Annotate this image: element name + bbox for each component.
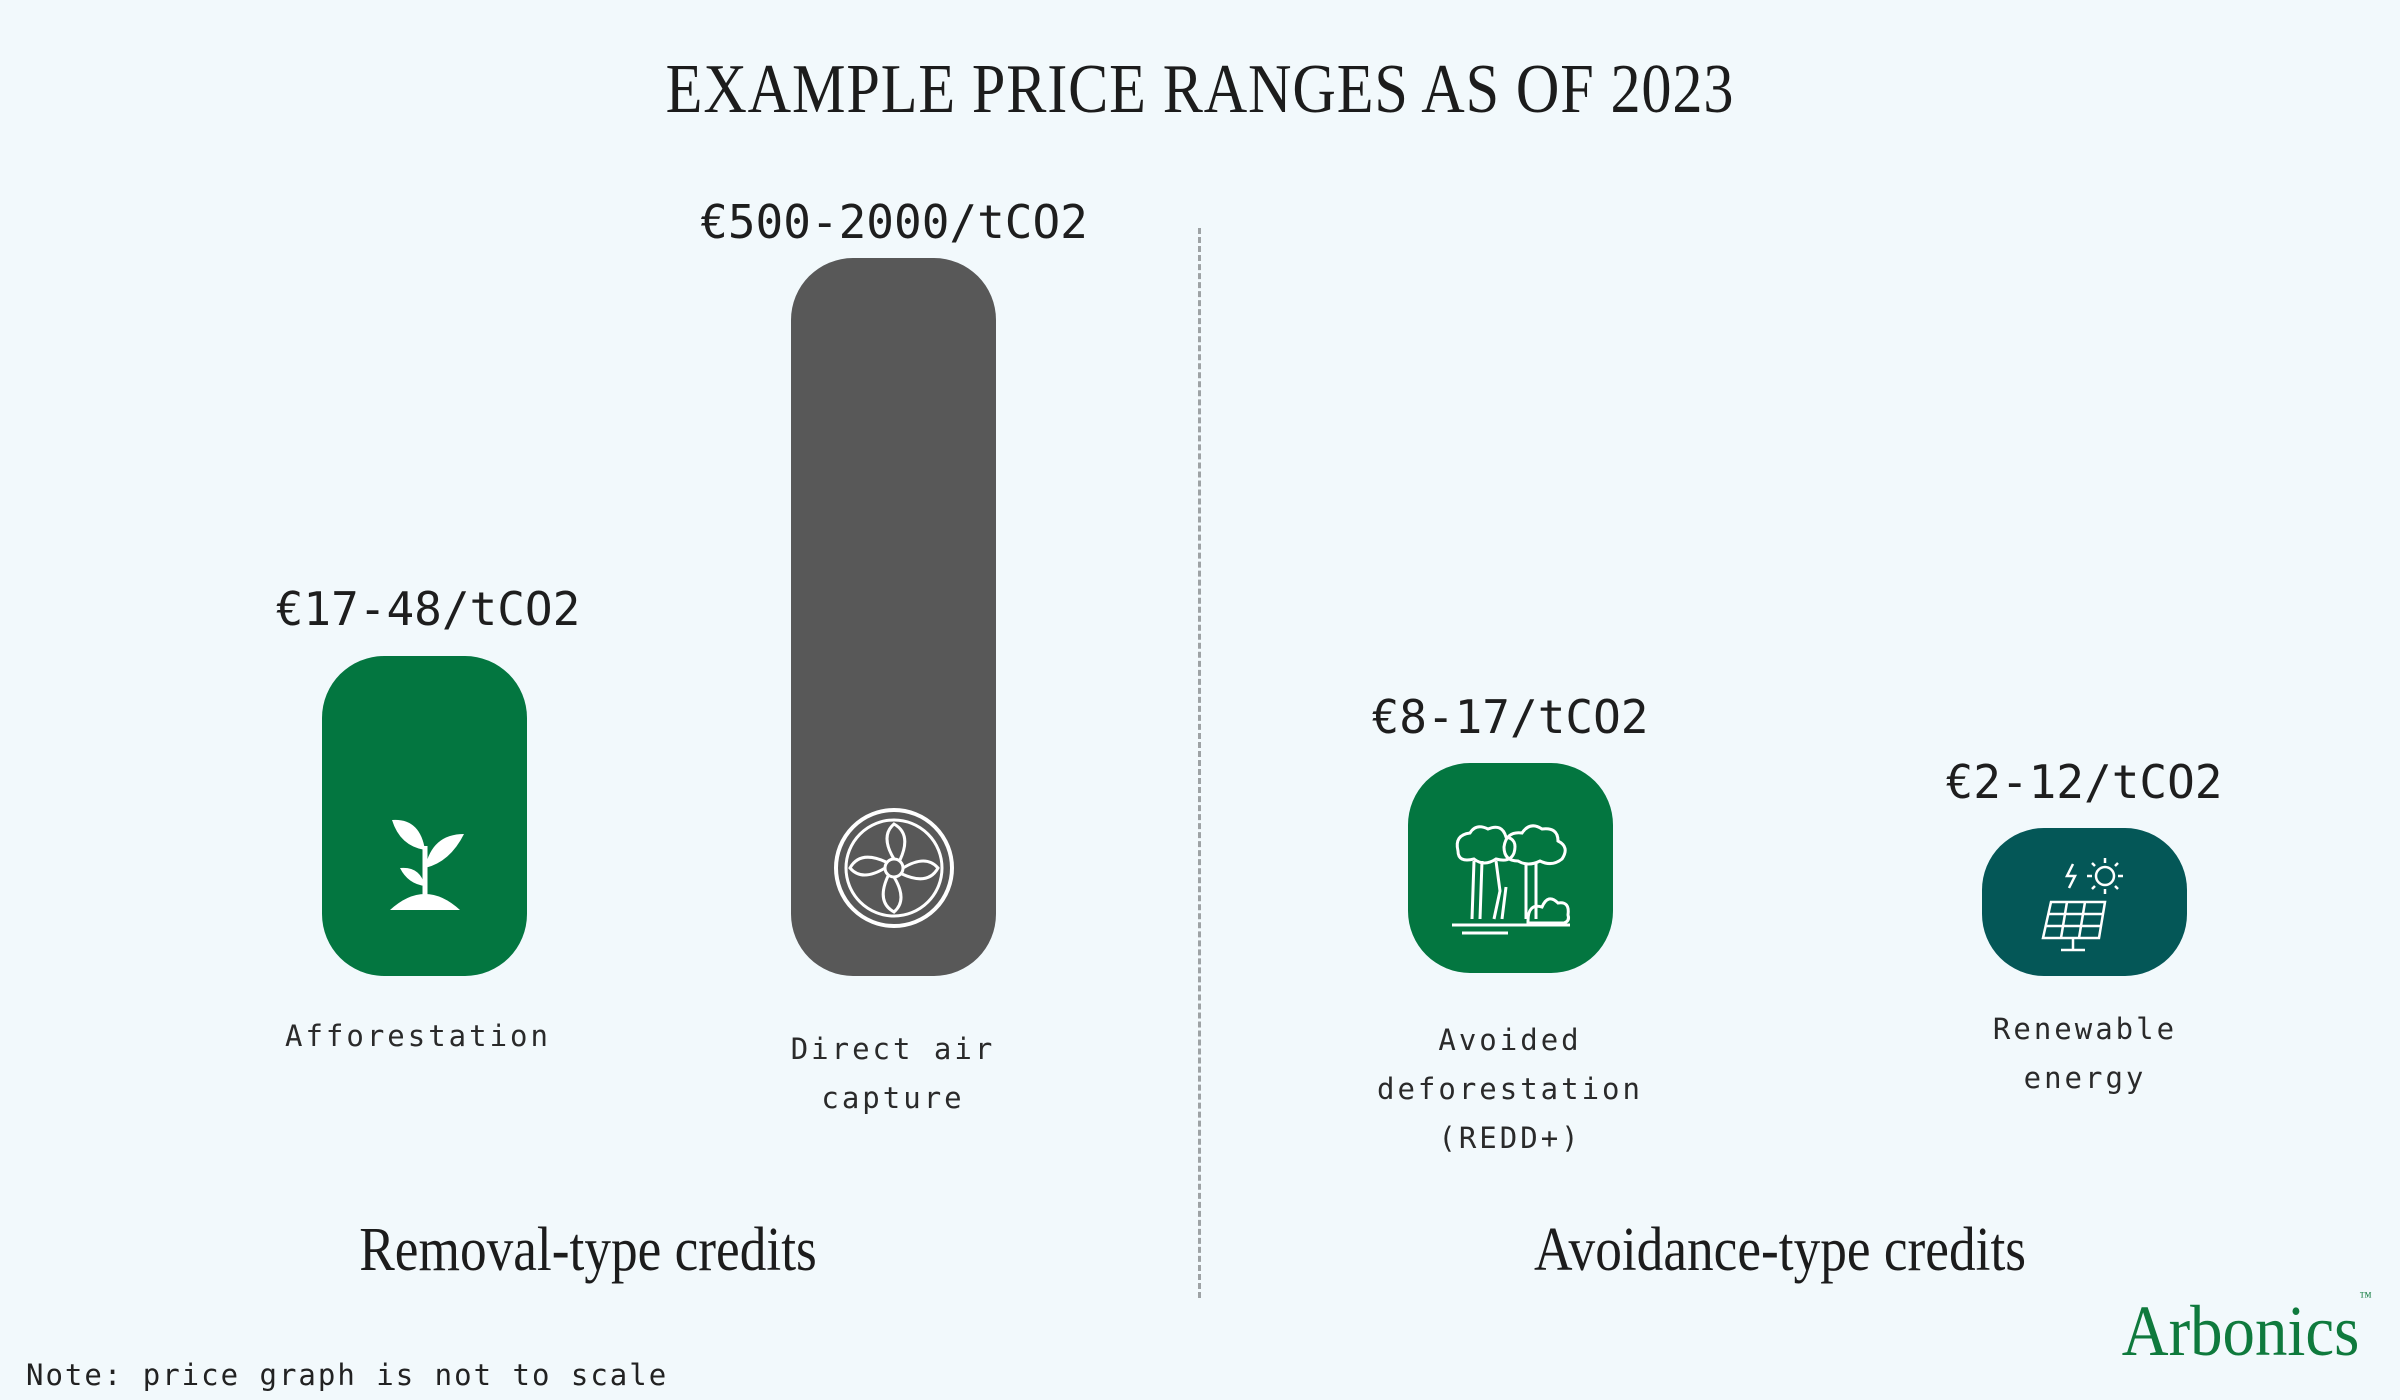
category-line: Afforestation	[285, 1019, 551, 1053]
category-label-avoided-deforestation: Avoided deforestation (REDD+)	[1350, 1016, 1670, 1163]
bar-afforestation	[322, 656, 527, 976]
brand-name: Arbonics	[2122, 1291, 2360, 1371]
category-line: capture	[821, 1081, 965, 1115]
price-label-renewable-energy: €2-12/tCO2	[1945, 755, 2223, 809]
group-divider	[1198, 228, 1201, 1298]
group-label-removal: Removal-type credits	[359, 1216, 817, 1284]
category-line: energy	[2023, 1061, 2147, 1095]
solar-panel-icon	[2040, 858, 2123, 952]
bar-direct-air-capture	[791, 258, 996, 976]
category-line: deforestation	[1377, 1072, 1643, 1106]
group-label-avoidance: Avoidance-type credits	[1533, 1216, 2027, 1284]
bar-renewable-energy	[1982, 828, 2187, 976]
price-label-afforestation: €17-48/tCO2	[275, 582, 581, 636]
category-label-afforestation: Afforestation	[258, 1012, 578, 1061]
scale-note: Note: price graph is not to scale	[26, 1358, 669, 1392]
seedling-icon	[389, 819, 464, 910]
brand-logo: Arbonics™	[2122, 1290, 2372, 1373]
category-line: Avoided	[1438, 1023, 1582, 1057]
category-label-direct-air-capture: Direct air capture	[733, 1025, 1053, 1123]
price-label-direct-air-capture: €500-2000/tCO2	[700, 195, 1088, 249]
category-line: Renewable	[1992, 1012, 2178, 1046]
bar-avoided-deforestation	[1408, 763, 1613, 973]
category-line: (REDD+)	[1438, 1121, 1582, 1155]
fan-icon	[833, 808, 954, 928]
trademark-mark: ™	[2359, 1290, 2372, 1305]
chart-title: EXAMPLE PRICE RANGES AS OF 2023	[665, 51, 1735, 128]
price-label-avoided-deforestation: €8-17/tCO2	[1371, 690, 1649, 744]
category-line: Direct air	[790, 1032, 996, 1066]
forest-icon	[1451, 824, 1570, 935]
category-label-renewable-energy: Renewable energy	[1925, 1005, 2245, 1103]
